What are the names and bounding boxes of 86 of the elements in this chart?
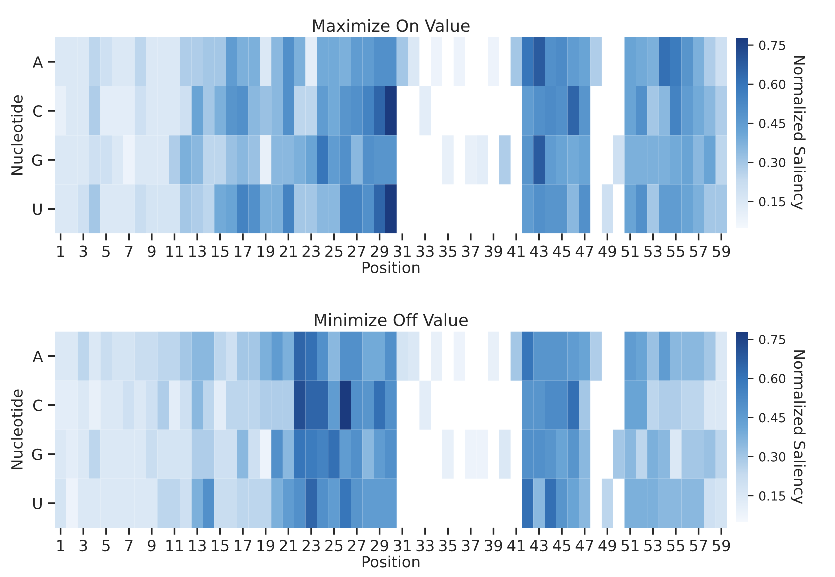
x-tick-label: 15 (212, 540, 229, 552)
x-tick-label: 35 (440, 246, 457, 258)
y-axis-title: Nucleotide (11, 390, 23, 470)
x-tick-label: 5 (102, 246, 110, 258)
x-tick-label: 1 (58, 246, 64, 258)
y-tick-label: G (32, 154, 42, 166)
x-tick-label: 59 (713, 246, 730, 258)
x-tick-label: 55 (667, 540, 684, 552)
x-tick-label: 55 (667, 246, 684, 258)
x-tick-label: 9 (148, 246, 156, 258)
color-bar-label: 0.15 (759, 491, 786, 501)
chart-title: Maximize On Value (313, 19, 470, 32)
x-tick-label: 3 (80, 246, 88, 258)
x-tick-label: 13 (189, 246, 206, 258)
color-bar-label: 0.45 (759, 413, 786, 423)
x-tick-label: 7 (126, 246, 133, 258)
x-tick-label: 23 (302, 246, 320, 258)
x-tick-label: 53 (644, 246, 662, 258)
x-tick-label: 53 (644, 540, 662, 552)
y-tick-label: C (33, 106, 42, 118)
x-tick-label: 41 (508, 246, 525, 258)
color-bar-label: 0.60 (759, 374, 786, 384)
x-tick-label: 43 (530, 540, 548, 552)
x-tick-label: 59 (713, 540, 730, 552)
x-tick-label: 19 (258, 246, 275, 258)
x-tick-label: 39 (485, 540, 502, 552)
x-tick-label: 21 (280, 246, 297, 258)
chart-title: Minimize Off Value (315, 314, 468, 326)
x-tick-label: 57 (690, 540, 708, 552)
y-axis-title: Nucleotide (11, 95, 23, 176)
x-tick-label: 29 (371, 246, 388, 258)
x-tick-label: 25 (326, 246, 343, 258)
color-bar-title: Normalized Saliency (791, 56, 806, 210)
x-tick-label: 25 (326, 540, 343, 552)
x-tick-label: 3 (80, 540, 88, 552)
x-axis-title: Position (362, 556, 420, 568)
x-tick-label: 51 (622, 246, 639, 258)
x-tick-label: 29 (371, 540, 388, 552)
x-tick-label: 11 (166, 246, 184, 258)
x-tick-label: 41 (508, 540, 525, 552)
y-tick-label: U (33, 498, 42, 510)
x-tick-label: 15 (212, 246, 229, 258)
y-tick-label: G (32, 448, 42, 460)
color-bar-label: 0.75 (759, 335, 786, 345)
x-tick-label: 27 (348, 246, 366, 258)
x-tick-label: 11 (166, 540, 184, 552)
x-tick-label: 51 (622, 540, 639, 552)
x-tick-label: 23 (302, 540, 320, 552)
x-tick-label: 17 (235, 540, 252, 552)
y-tick-label: C (33, 400, 42, 412)
y-tick-label: U (33, 204, 42, 216)
x-tick-label: 21 (280, 540, 297, 552)
x-tick-label: 43 (530, 246, 548, 258)
x-tick-label: 9 (148, 540, 156, 552)
x-tick-label: 33 (416, 540, 434, 552)
x-tick-label: 35 (440, 540, 457, 552)
x-tick-label: 49 (598, 246, 616, 258)
x-tick-label: 1 (58, 540, 64, 552)
x-tick-label: 57 (690, 246, 708, 258)
x-tick-label: 45 (553, 540, 570, 552)
color-bar-label: 0.45 (759, 119, 786, 128)
x-tick-label: 45 (553, 246, 570, 258)
x-tick-label: 47 (576, 540, 594, 552)
color-bar-label: 0.15 (759, 197, 786, 207)
x-tick-label: 37 (462, 540, 480, 552)
x-tick-label: 7 (126, 540, 133, 552)
y-tick-label: A (32, 350, 44, 362)
color-bar-title: Normalized Saliency (791, 350, 806, 504)
x-tick-label: 47 (576, 246, 594, 258)
y-tick-label: A (32, 56, 44, 68)
x-tick-label: 19 (258, 540, 275, 552)
x-tick-label: 17 (235, 246, 252, 258)
x-tick-label: 31 (394, 540, 411, 552)
color-bar-label: 0.75 (759, 40, 786, 50)
x-tick-label: 39 (485, 246, 502, 258)
x-axis-title: Position (362, 262, 420, 274)
x-tick-label: 13 (189, 540, 206, 552)
color-bar-label: 0.30 (759, 452, 786, 462)
color-bar-label: 0.60 (759, 80, 786, 90)
x-tick-label: 5 (102, 540, 110, 552)
x-tick-label: 31 (394, 246, 411, 258)
x-tick-label: 37 (462, 246, 480, 258)
x-tick-label: 27 (348, 540, 366, 552)
x-tick-label: 33 (416, 246, 434, 258)
x-tick-label: 49 (598, 540, 616, 552)
color-bar-label: 0.30 (759, 158, 786, 168)
